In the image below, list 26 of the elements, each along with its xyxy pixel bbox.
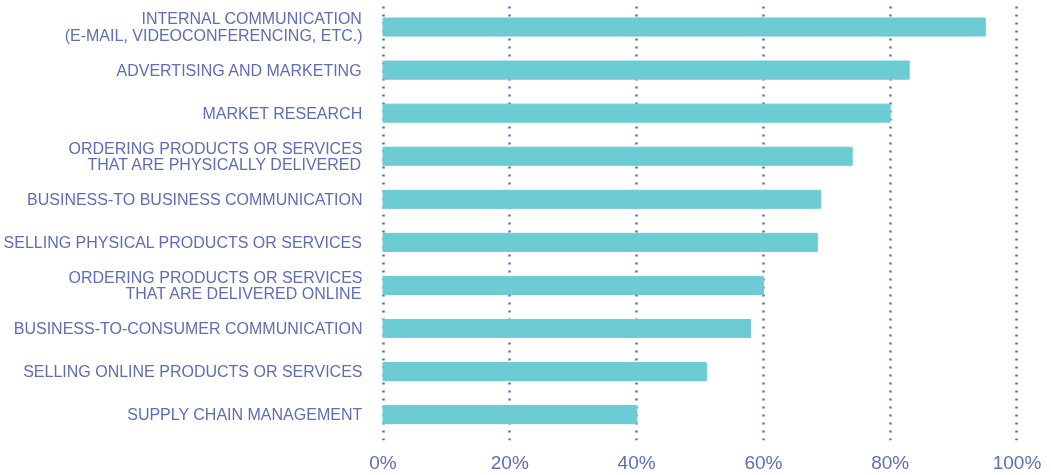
y-tick-label: SELLING ONLINE PRODUCTS OR SERVICES xyxy=(23,363,363,381)
bar xyxy=(382,232,818,252)
y-tick-label: BUSINESS-TO-CONSUMER COMMUNICATION xyxy=(13,320,363,338)
x-tick-label: 80% xyxy=(871,451,910,473)
bar xyxy=(382,318,752,339)
bar xyxy=(382,362,707,382)
y-tick-label: BUSINESS-TO BUSINESS COMMUNICATION xyxy=(27,190,363,208)
y-tick-label: INTERNAL COMMUNICATION (E-MAIL, VIDEOCONFERENCING, ETC.) xyxy=(64,10,363,44)
bar xyxy=(382,103,891,123)
x-tick-label: 60% xyxy=(744,451,783,473)
x-tick-label: 40% xyxy=(617,451,656,473)
bar xyxy=(382,189,821,209)
bar xyxy=(382,17,986,37)
y-tick-label: ADVERTISING AND MARKETING xyxy=(116,61,362,79)
bar xyxy=(382,405,638,425)
bar xyxy=(382,60,910,80)
x-tick-label: 100% xyxy=(992,451,1042,473)
y-tick-label: ORDERING PRODUCTS OR SERVICES THAT ARE PHYSICALLY DELIVERED xyxy=(68,139,363,173)
bar xyxy=(382,146,853,166)
x-tick-label: 0% xyxy=(369,451,397,473)
y-tick-label: SELLING PHYSICAL PRODUCTS OR SERVICES xyxy=(3,233,362,251)
x-tick-label: 20% xyxy=(490,451,529,473)
bar xyxy=(382,275,764,295)
y-tick-label: MARKET RESEARCH xyxy=(202,104,363,122)
y-tick-label: SUPPLY CHAIN MANAGEMENT xyxy=(127,406,363,424)
y-tick-label: ORDERING PRODUCTS OR SERVICES THAT ARE DELIVERED ONLINE xyxy=(68,268,363,303)
